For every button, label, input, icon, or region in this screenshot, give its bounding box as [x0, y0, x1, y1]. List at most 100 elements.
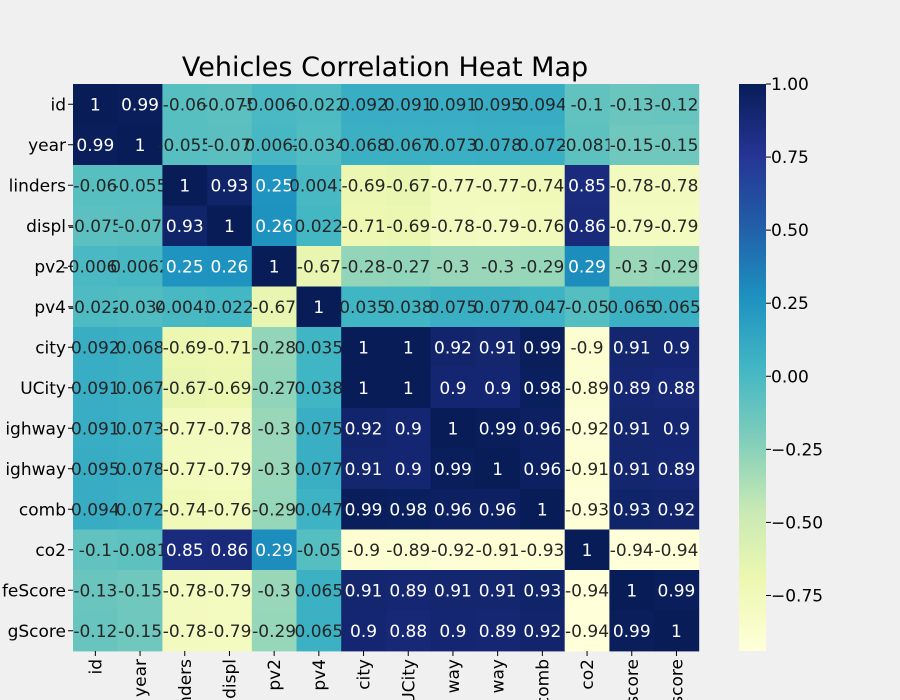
cell-value-label: 0.091 — [384, 95, 433, 115]
heatmap-cell — [654, 165, 700, 206]
cell-value-label: 0.047 — [518, 298, 567, 318]
cell-value-label: 0.99 — [434, 460, 472, 480]
cell-value-label: -0.92 — [431, 541, 475, 561]
x-tick-label: way — [444, 659, 464, 693]
cell-value-label: 1 — [135, 136, 146, 156]
heatmap-cell — [564, 165, 610, 206]
cell-value-label: 0.89 — [479, 622, 517, 642]
cell-value-label: -0.67 — [163, 379, 207, 399]
heatmap-cell — [296, 165, 342, 206]
heatmap-cell — [251, 165, 297, 206]
heatmap-cell — [341, 448, 387, 490]
cell-value-label: 0.99 — [658, 581, 696, 601]
heatmap-cell — [430, 610, 476, 652]
heatmap-cell — [207, 408, 253, 449]
cell-value-label: -0.28 — [342, 257, 386, 277]
colorbar-tick-label: 0.50 — [771, 221, 809, 241]
cell-value-label: -0.79 — [476, 217, 520, 237]
heatmap-cell — [341, 124, 387, 166]
heatmap-cell — [296, 408, 342, 449]
cell-value-label: 0.065 — [295, 581, 344, 601]
heatmap-cell — [73, 408, 119, 449]
heatmap-cell — [341, 246, 387, 287]
cell-value-label: 0.92 — [523, 622, 561, 642]
cell-value-label: -0.67 — [297, 257, 341, 277]
cell-value-label: 0.26 — [211, 257, 249, 277]
heatmap-cell — [251, 529, 297, 571]
cell-value-label: 0.98 — [389, 500, 427, 520]
cell-value-label: -0.055 — [157, 136, 212, 156]
cell-value-label: -0.79 — [207, 460, 251, 480]
cell-value-label: -0.15 — [654, 136, 698, 156]
heatmap-cell — [117, 408, 163, 449]
heatmap-cell — [385, 529, 431, 571]
cell-value-label: -0.9 — [347, 541, 380, 561]
heatmap-plot-area: 1 0.99 -0.06-0.075-0.0066-0.0220.0920.0910… — [2, 84, 701, 700]
chart-title: Vehicles Correlation Heat Map — [182, 52, 588, 83]
cell-value-label: 1 — [671, 622, 682, 642]
heatmap-cell — [73, 367, 119, 409]
cell-value-label: 1 — [269, 257, 280, 277]
cell-value-label: -0.77 — [476, 176, 520, 196]
cell-value-label: 0.99 — [479, 419, 517, 439]
heatmap-cell — [609, 570, 655, 611]
heatmap-cell — [341, 489, 387, 530]
colorbar-tick-label: −0.75 — [771, 586, 823, 606]
cell-value-label: -0.29 — [654, 257, 698, 277]
cell-value-label: 0.91 — [613, 460, 651, 480]
heatmap-cell — [520, 367, 566, 409]
cell-value-label: 0.86 — [568, 217, 606, 237]
heatmap-cell — [564, 489, 610, 530]
heatmap-cell — [117, 610, 163, 652]
heatmap-cell — [251, 367, 297, 409]
heatmap-cell — [73, 327, 119, 368]
heatmap-cell — [296, 610, 342, 652]
heatmap-cell — [609, 529, 655, 571]
heatmap-cell — [564, 246, 610, 287]
colorbar-tick-label: 0.25 — [771, 294, 809, 314]
colorbar: 1.00 0.75 0.50 0.25 0.00 −0.25 −0.50 −0.75 — [739, 75, 823, 651]
cell-value-label: 0.85 — [568, 176, 606, 196]
heatmap-cell — [654, 205, 700, 247]
heatmap-cell — [117, 246, 163, 287]
cell-value-label: 0.92 — [345, 419, 383, 439]
cell-value-label: 1 — [537, 500, 548, 520]
heatmap-cell — [520, 489, 566, 530]
cell-value-label: -0.1 — [570, 95, 603, 115]
y-tick-label: comb — [19, 500, 66, 520]
cell-value-label: -0.76 — [520, 217, 564, 237]
cell-value-label: -0.78 — [431, 217, 475, 237]
heatmap-cell — [341, 408, 387, 449]
cell-value-label: 0.092 — [71, 338, 120, 358]
heatmap-cell — [385, 246, 431, 287]
cell-value-label: -0.3 — [258, 460, 291, 480]
heatmap-cell — [520, 84, 566, 125]
y-tick-label: pv2 — [34, 257, 66, 277]
heatmap-cell — [162, 165, 208, 206]
cell-value-label: 0.91 — [434, 581, 472, 601]
y-tick-label: co2 — [35, 541, 66, 561]
cell-value-label: 0.99 — [523, 338, 561, 358]
cell-value-label: 0.038 — [384, 298, 433, 318]
cell-value-label: -0.91 — [565, 460, 609, 480]
heatmap-cell — [609, 489, 655, 530]
cell-value-label: 0.092 — [339, 95, 388, 115]
heatmap-cell — [73, 529, 119, 571]
heatmap-cell — [117, 489, 163, 530]
heatmap-cell — [609, 610, 655, 652]
heatmap-cell — [564, 205, 610, 247]
heatmap-cell — [73, 286, 119, 328]
heatmap-cell — [251, 84, 297, 125]
heatmap-cell — [207, 367, 253, 409]
heatmap-cell — [162, 489, 208, 530]
cell-value-label: 0.075 — [429, 298, 478, 318]
cell-value-label: 0.078 — [473, 136, 522, 156]
colorbar-tick-label: 1.00 — [771, 75, 809, 95]
cell-value-label: 0.99 — [121, 95, 159, 115]
heatmap-cell — [609, 408, 655, 449]
heatmap-cell — [117, 529, 163, 571]
heatmap-cell — [341, 610, 387, 652]
heatmap-cell — [430, 124, 476, 166]
heatmap-cell — [162, 570, 208, 611]
cell-value-label: 0.072 — [518, 136, 567, 156]
